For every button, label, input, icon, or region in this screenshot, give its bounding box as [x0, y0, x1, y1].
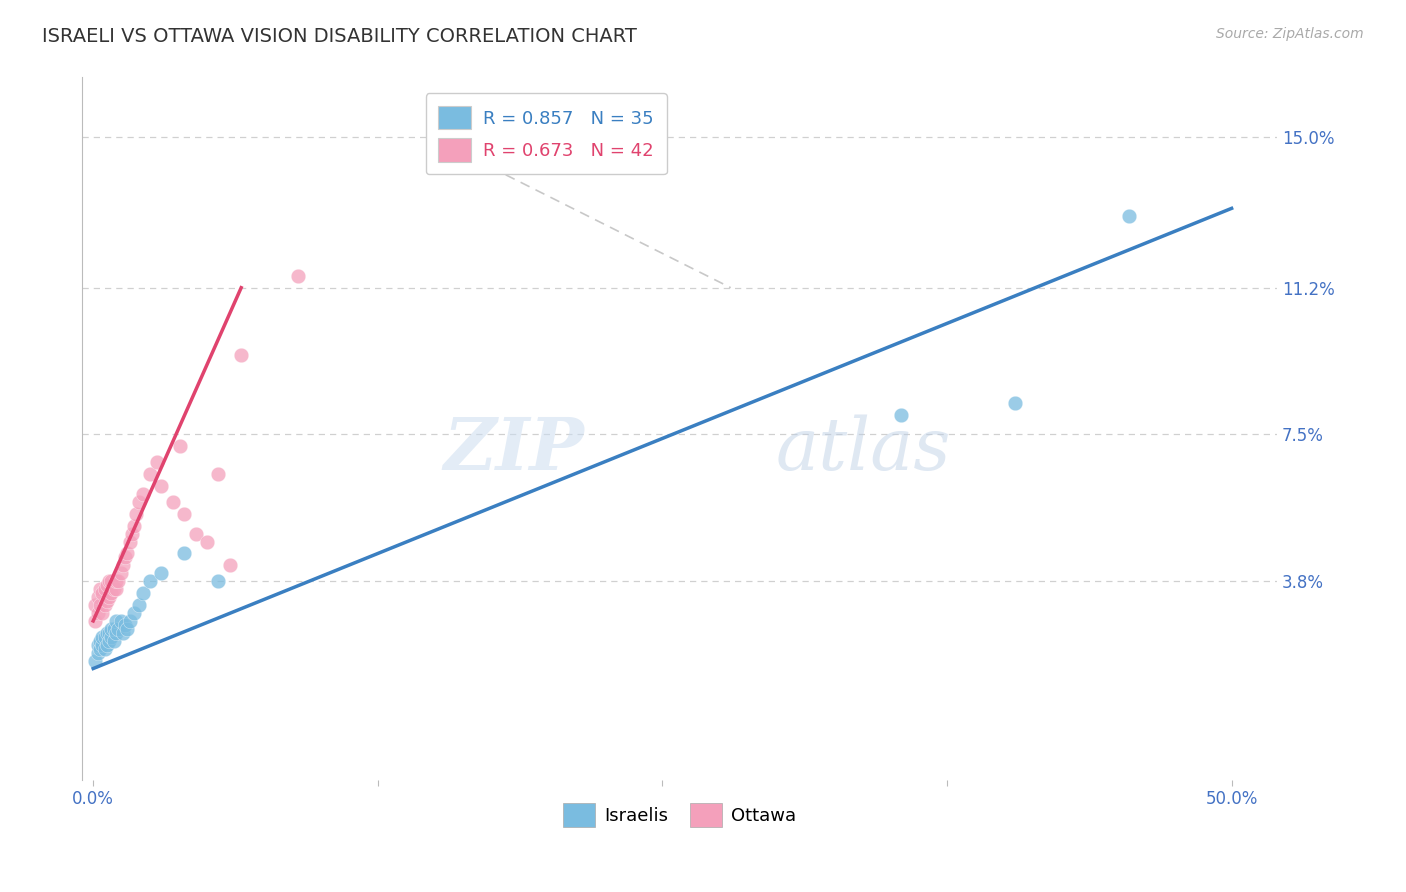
Point	[96, 638, 118, 652]
Point	[114, 618, 136, 632]
Text: ZIP: ZIP	[443, 414, 583, 485]
Point	[132, 487, 155, 501]
Point	[96, 578, 118, 592]
Point	[84, 614, 107, 628]
Point	[139, 467, 162, 482]
Point	[150, 479, 173, 493]
Text: Source: ZipAtlas.com: Source: ZipAtlas.com	[1216, 27, 1364, 41]
Point	[87, 646, 110, 660]
Legend: Israelis, Ottawa: Israelis, Ottawa	[555, 797, 804, 834]
Point	[890, 408, 912, 422]
Text: ISRAELI VS OTTAWA VISION DISABILITY CORRELATION CHART: ISRAELI VS OTTAWA VISION DISABILITY CORR…	[42, 27, 637, 45]
Point	[207, 574, 229, 589]
Point	[87, 606, 110, 620]
Point	[121, 526, 143, 541]
Point	[93, 582, 115, 597]
Point	[89, 582, 111, 597]
Point	[150, 566, 173, 581]
Point	[162, 495, 184, 509]
Point	[98, 574, 121, 589]
Point	[91, 638, 114, 652]
Point	[91, 606, 114, 620]
Point	[184, 526, 207, 541]
Point	[132, 586, 155, 600]
Point	[118, 534, 141, 549]
Point	[96, 594, 118, 608]
Point	[89, 641, 111, 656]
Point	[100, 574, 122, 589]
Point	[117, 622, 139, 636]
Point	[1004, 396, 1026, 410]
Point	[100, 630, 122, 644]
Point	[146, 455, 169, 469]
Point	[103, 633, 125, 648]
Point	[93, 630, 115, 644]
Point	[104, 582, 127, 597]
Point	[173, 547, 195, 561]
Point	[100, 622, 122, 636]
Text: atlas: atlas	[775, 414, 950, 485]
Point	[100, 586, 122, 600]
Point	[128, 495, 150, 509]
Point	[169, 439, 191, 453]
Point	[96, 625, 118, 640]
Point	[114, 550, 136, 565]
Point	[139, 574, 162, 589]
Point	[122, 518, 145, 533]
Point	[110, 614, 132, 628]
Point	[104, 574, 127, 589]
Point	[122, 606, 145, 620]
Point	[87, 638, 110, 652]
Point	[103, 622, 125, 636]
Point	[117, 547, 139, 561]
Point	[98, 633, 121, 648]
Point	[110, 566, 132, 581]
Point	[89, 598, 111, 612]
Point	[104, 614, 127, 628]
Point	[93, 598, 115, 612]
Point	[118, 614, 141, 628]
Point	[84, 654, 107, 668]
Point	[91, 586, 114, 600]
Point	[93, 641, 115, 656]
Point	[1118, 209, 1140, 223]
Point	[98, 625, 121, 640]
Point	[89, 633, 111, 648]
Point	[218, 558, 240, 573]
Point	[287, 268, 309, 283]
Point	[111, 558, 134, 573]
Point	[84, 598, 107, 612]
Point	[103, 582, 125, 597]
Point	[107, 574, 129, 589]
Point	[207, 467, 229, 482]
Point	[231, 348, 253, 362]
Point	[107, 622, 129, 636]
Point	[195, 534, 218, 549]
Point	[125, 507, 148, 521]
Point	[91, 630, 114, 644]
Point	[98, 590, 121, 604]
Point	[111, 625, 134, 640]
Point	[104, 625, 127, 640]
Point	[128, 598, 150, 612]
Point	[173, 507, 195, 521]
Point	[87, 590, 110, 604]
